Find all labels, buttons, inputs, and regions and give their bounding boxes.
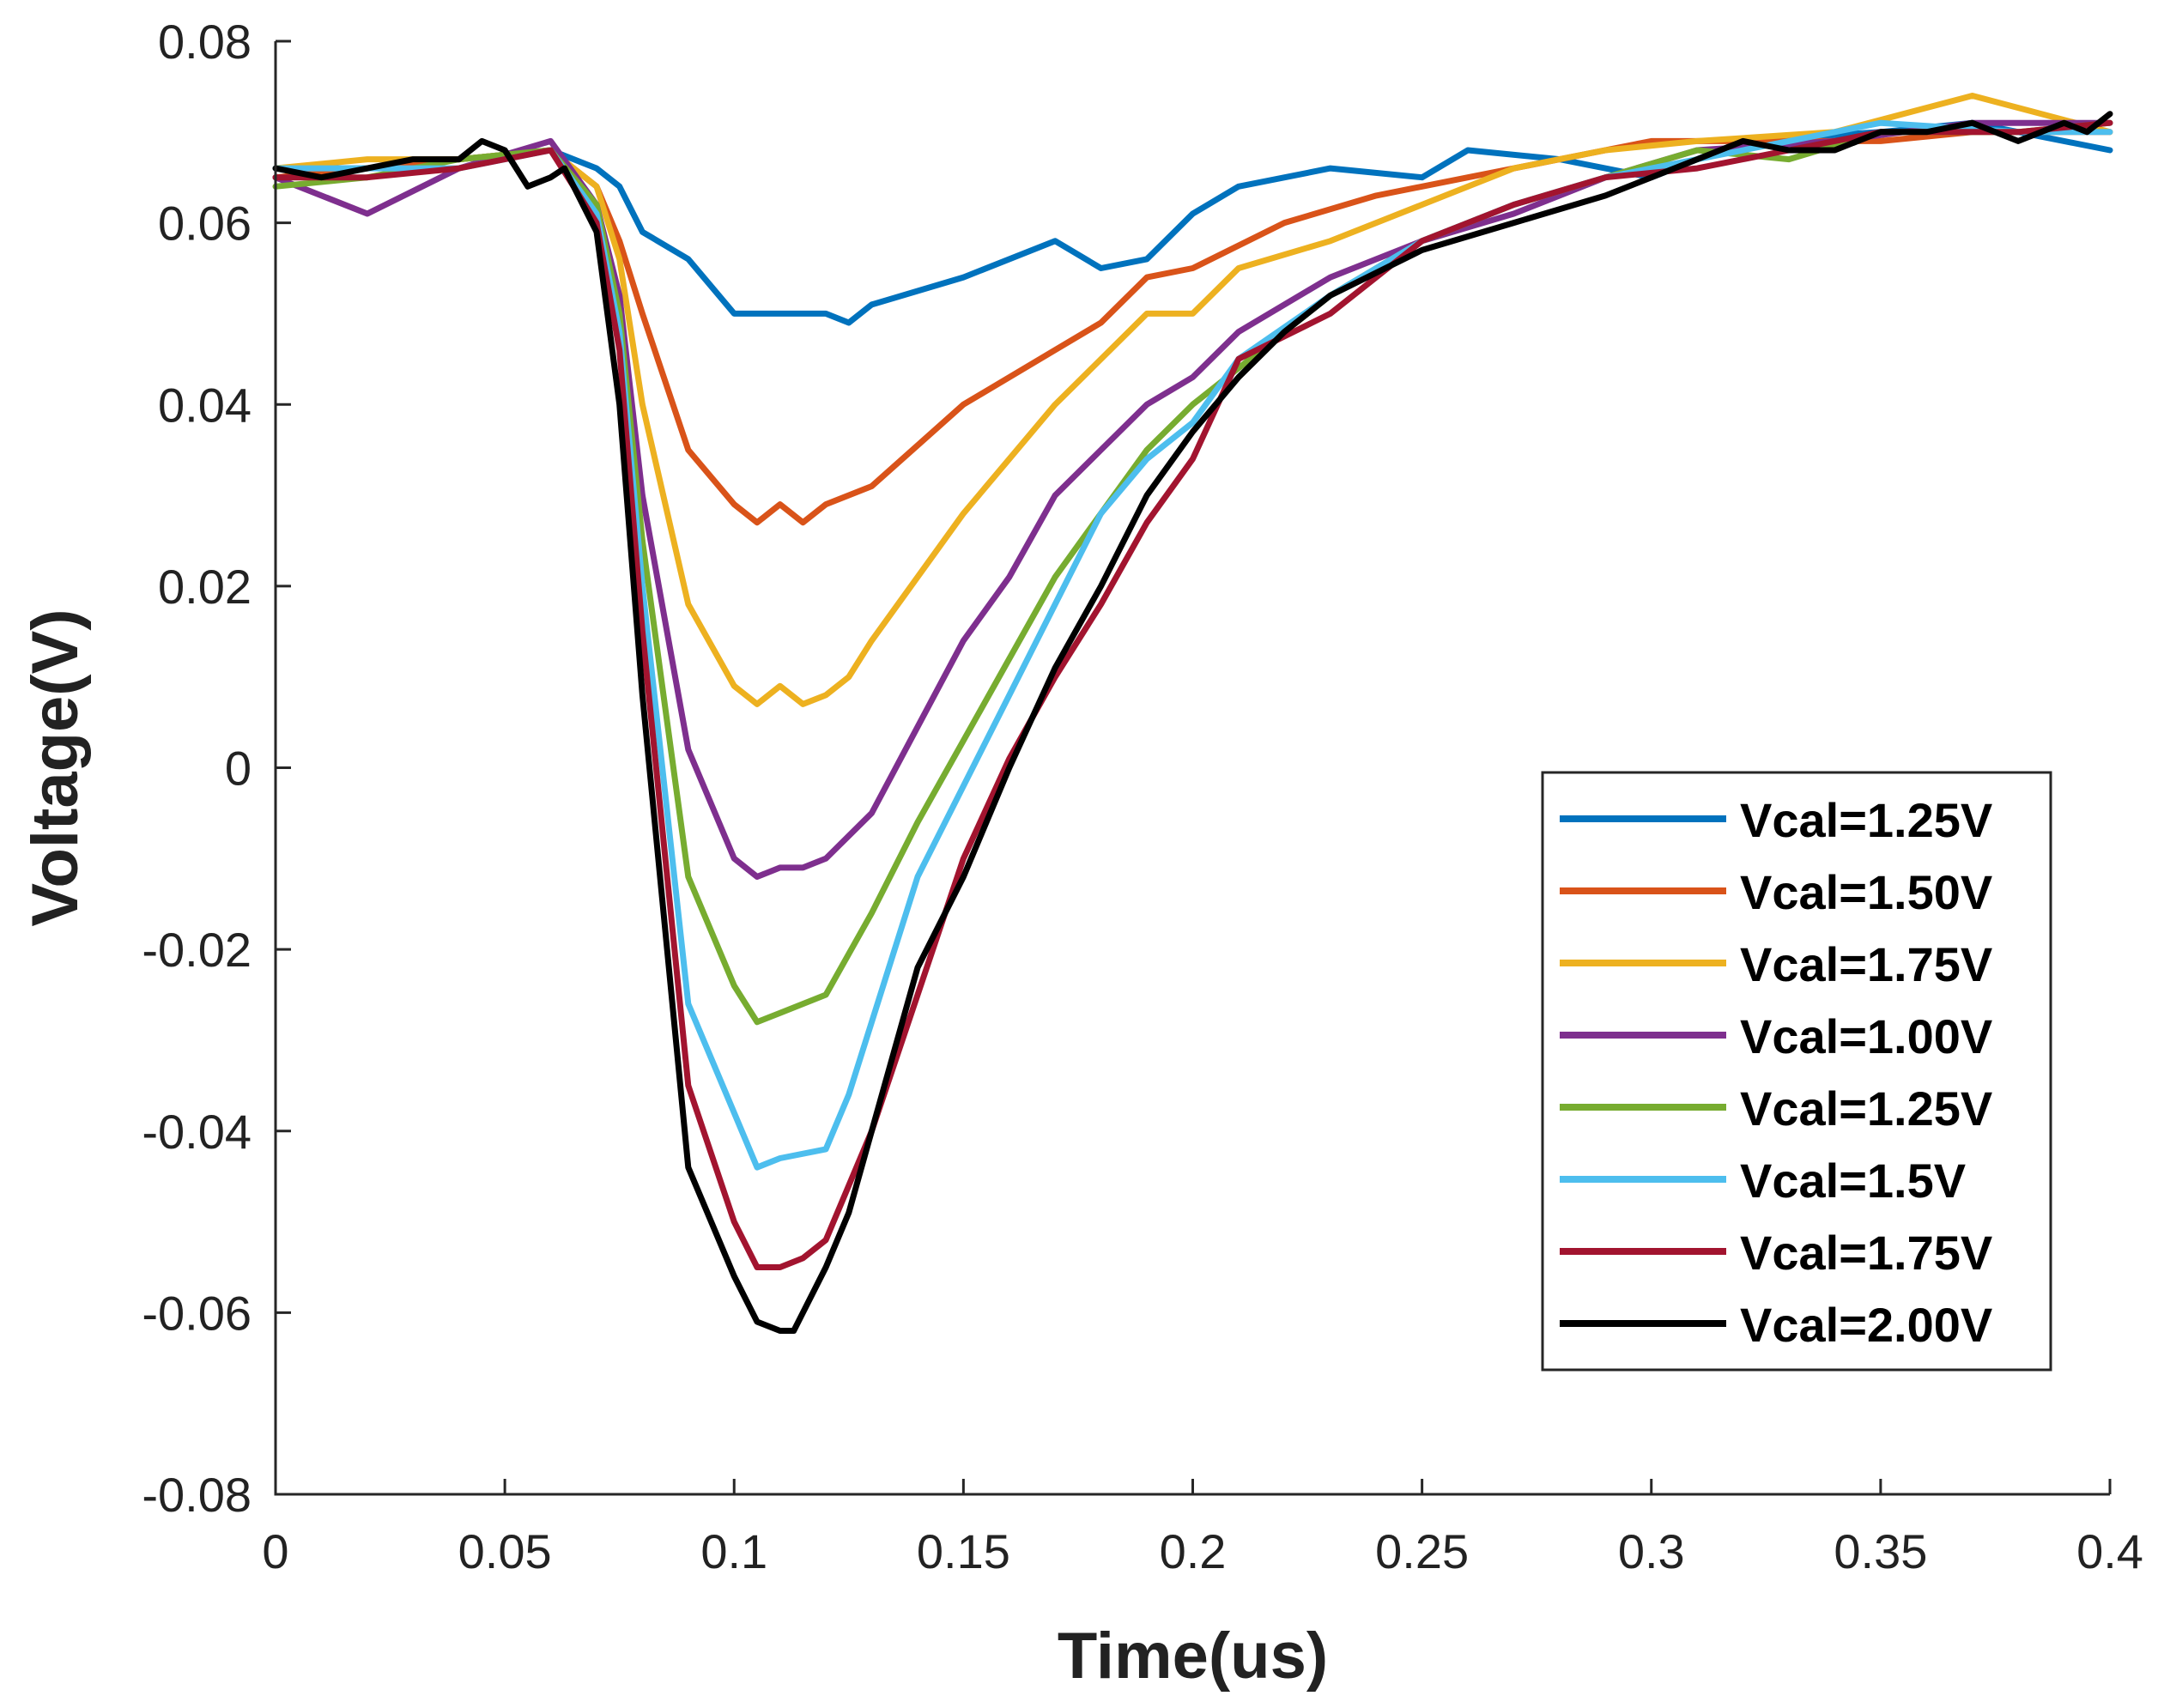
x-axis-title: Time(us) (1058, 1620, 1328, 1693)
x-tick-label: 0.35 (1834, 1524, 1927, 1578)
legend-label-7: Vcal=1.75V (1740, 1226, 1992, 1280)
tick-layer: 0 0.05 0.1 0.15 0.2 0.25 0.3 0.35 0.4 0.08 0.06 0.0… (142, 15, 2143, 1578)
x-tick-label: 0.05 (458, 1524, 552, 1578)
legend-label-4: Vcal=1.00V (1740, 1009, 1992, 1063)
x-tick-label: 0.15 (917, 1524, 1010, 1578)
series-line-7 (272, 119, 2113, 1270)
x-tick-label: 0.2 (1160, 1524, 1227, 1578)
legend-label-1: Vcal=1.25V (1740, 793, 1992, 847)
legend: Vcal=1.25V Vcal=1.50V Vcal=1.75V Vcal=1.00V… (1541, 771, 2052, 1372)
x-tick-label: 0.3 (1618, 1524, 1685, 1578)
y-axis-title: Voltage(V) (19, 609, 92, 926)
legend-label-2: Vcal=1.50V (1740, 865, 1992, 919)
series-layer (272, 93, 2113, 1334)
y-tick-label: -0.02 (142, 923, 252, 977)
y-tick-label: 0 (225, 742, 252, 796)
x-tick-label: 0.4 (2076, 1524, 2143, 1578)
y-tick-label: 0.06 (158, 197, 252, 251)
y-tick-label: 0.04 (158, 378, 252, 432)
y-tick-label: -0.04 (142, 1105, 252, 1159)
legend-box (1541, 771, 2052, 1372)
y-tick-label: 0.02 (158, 560, 252, 614)
y-tick-label: 0.08 (158, 15, 252, 69)
legend-label-5: Vcal=1.25V (1740, 1081, 1992, 1136)
x-tick-label: 0 (262, 1524, 288, 1578)
series-line-8 (272, 111, 2113, 1334)
legend-label-6: Vcal=1.5V (1740, 1154, 1966, 1208)
x-tick-label: 0.1 (700, 1524, 767, 1578)
y-tick-label: -0.06 (142, 1286, 252, 1340)
legend-label-8: Vcal=2.00V (1740, 1298, 1992, 1352)
y-tick-label: -0.08 (142, 1468, 252, 1522)
series-line-3 (272, 93, 2113, 707)
x-tick-label: 0.25 (1375, 1524, 1469, 1578)
legend-label-3: Vcal=1.75V (1740, 937, 1992, 991)
